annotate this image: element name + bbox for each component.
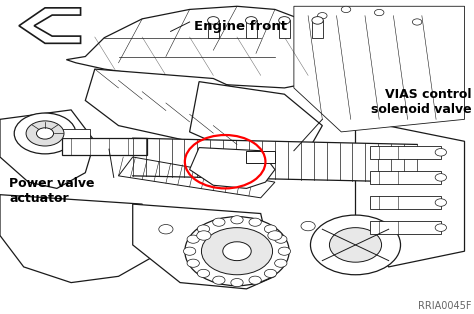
- Circle shape: [159, 225, 173, 234]
- Bar: [279, 20, 290, 38]
- Circle shape: [187, 235, 200, 243]
- Circle shape: [183, 247, 196, 255]
- Text: Engine front: Engine front: [194, 20, 287, 33]
- Polygon shape: [133, 204, 275, 289]
- Circle shape: [231, 216, 243, 224]
- Circle shape: [246, 17, 257, 24]
- Circle shape: [301, 221, 315, 231]
- Polygon shape: [294, 6, 465, 132]
- Text: RRIA0045F: RRIA0045F: [418, 301, 472, 311]
- Circle shape: [312, 17, 323, 24]
- Circle shape: [341, 6, 351, 13]
- Circle shape: [374, 9, 384, 16]
- Circle shape: [329, 228, 382, 262]
- Circle shape: [213, 218, 225, 226]
- Text: Power valve
actuator: Power valve actuator: [9, 177, 95, 205]
- Polygon shape: [19, 8, 81, 43]
- Bar: [370, 146, 441, 159]
- Circle shape: [264, 269, 277, 278]
- Circle shape: [197, 225, 210, 233]
- Text: VIAS control
solenoid valve: VIAS control solenoid valve: [371, 88, 472, 116]
- Polygon shape: [190, 148, 275, 188]
- Circle shape: [412, 19, 422, 25]
- Bar: [312, 20, 323, 38]
- Polygon shape: [190, 82, 322, 157]
- Circle shape: [318, 13, 327, 19]
- Bar: [62, 138, 147, 155]
- Circle shape: [187, 259, 200, 267]
- Circle shape: [201, 228, 273, 275]
- Circle shape: [278, 247, 291, 255]
- Circle shape: [213, 276, 225, 284]
- Bar: [62, 129, 90, 138]
- Circle shape: [279, 17, 290, 24]
- Circle shape: [208, 17, 219, 24]
- Polygon shape: [133, 138, 417, 182]
- Circle shape: [249, 276, 261, 284]
- Circle shape: [274, 259, 287, 267]
- Bar: [370, 196, 441, 209]
- Circle shape: [435, 224, 447, 231]
- Circle shape: [197, 269, 210, 278]
- Bar: [246, 151, 275, 163]
- Circle shape: [36, 128, 54, 139]
- Bar: [370, 221, 441, 234]
- Circle shape: [435, 174, 447, 181]
- Polygon shape: [356, 119, 465, 267]
- Circle shape: [268, 231, 282, 240]
- Circle shape: [26, 121, 64, 146]
- Bar: [246, 20, 257, 38]
- Bar: [208, 20, 219, 38]
- Polygon shape: [118, 157, 275, 198]
- Circle shape: [435, 149, 447, 156]
- Circle shape: [264, 225, 277, 233]
- Circle shape: [223, 242, 251, 261]
- Bar: [370, 171, 441, 184]
- Polygon shape: [85, 69, 275, 141]
- Circle shape: [435, 199, 447, 206]
- Polygon shape: [0, 110, 95, 188]
- Circle shape: [185, 217, 289, 286]
- Circle shape: [310, 215, 401, 275]
- Polygon shape: [0, 195, 152, 283]
- Polygon shape: [66, 6, 341, 88]
- Circle shape: [249, 218, 261, 226]
- Circle shape: [274, 235, 287, 243]
- Circle shape: [231, 279, 243, 287]
- Circle shape: [197, 231, 211, 240]
- Circle shape: [14, 113, 76, 154]
